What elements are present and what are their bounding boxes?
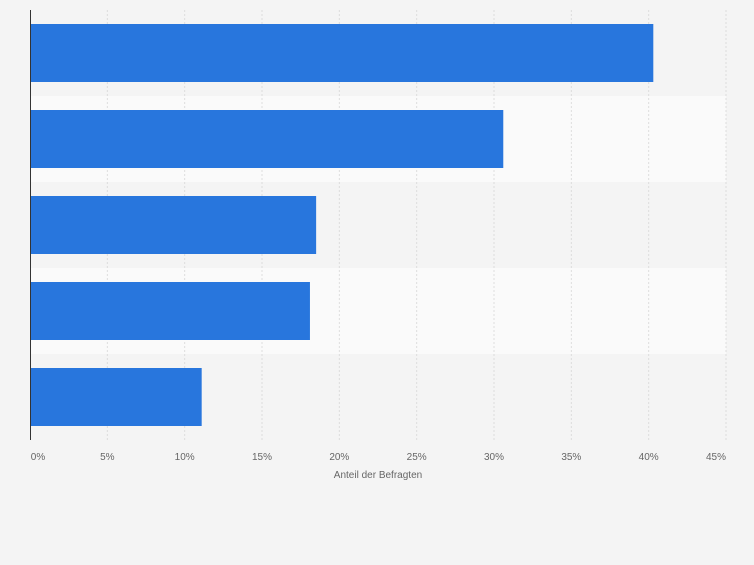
bar[interactable] (30, 24, 654, 82)
bar[interactable] (30, 282, 310, 340)
x-axis-title: Anteil der Befragten (334, 470, 422, 481)
bar[interactable] (30, 110, 504, 168)
x-tick-label: 40% (639, 452, 659, 463)
x-tick-label: 25% (407, 452, 427, 463)
bars (30, 24, 654, 426)
x-tick-label: 10% (175, 452, 195, 463)
x-tick-label: 0% (31, 452, 46, 463)
x-tick-labels: 0% 5% 10% 15% 20% 25% 30% 35% 40% 45% (31, 452, 726, 463)
bar[interactable] (30, 368, 202, 426)
x-tick-label: 30% (484, 452, 504, 463)
x-tick-label: 15% (252, 452, 272, 463)
bar[interactable] (30, 196, 317, 254)
x-tick-label: 45% (706, 452, 726, 463)
x-tick-label: 5% (100, 452, 115, 463)
x-tick-label: 35% (561, 452, 581, 463)
x-tick-label: 20% (329, 452, 349, 463)
